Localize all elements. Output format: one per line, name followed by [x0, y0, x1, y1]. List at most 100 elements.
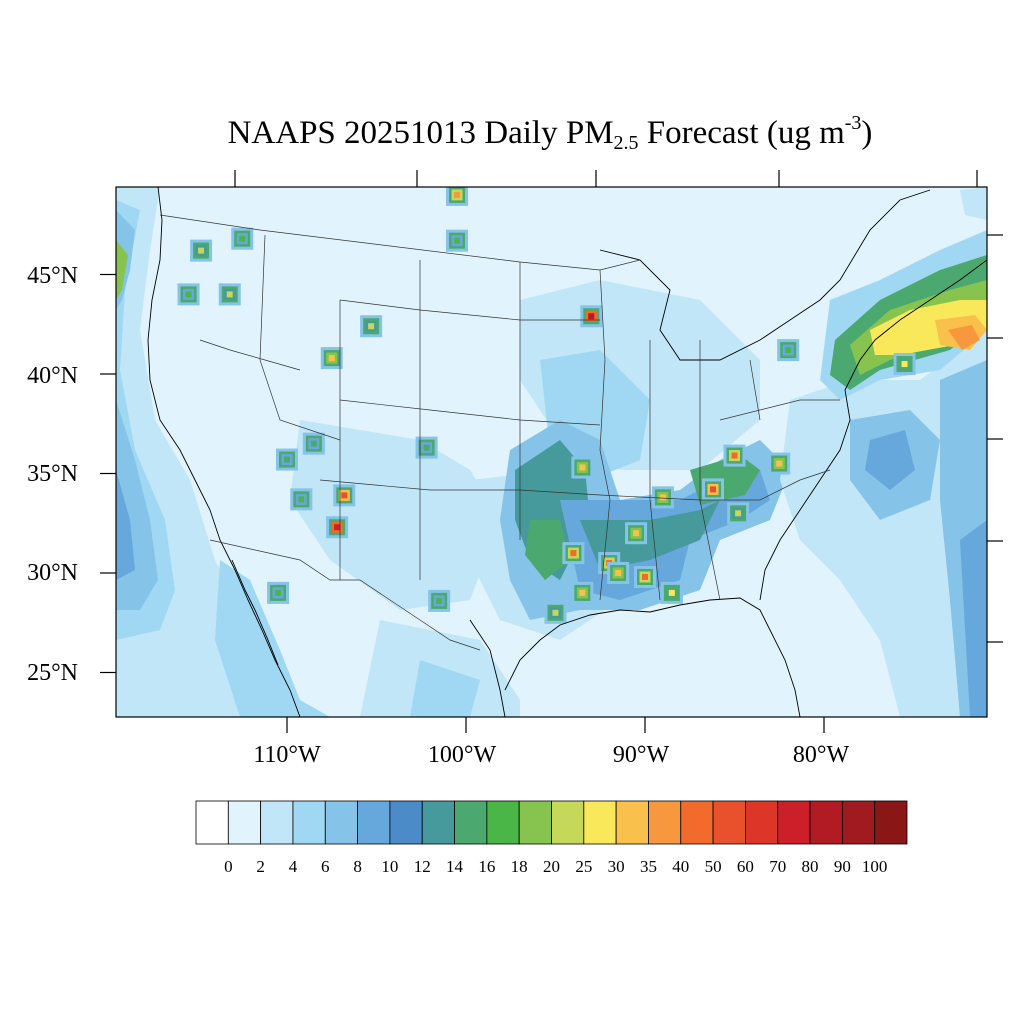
axis-ticks [100, 273, 825, 733]
colorbar-swatch [809, 800, 843, 845]
hotspot [777, 339, 800, 362]
colorbar-swatch [615, 800, 649, 845]
colorbar-label: 12 [414, 857, 431, 876]
hotspot-cell [185, 291, 192, 298]
hotspot [625, 522, 648, 545]
hotspot [723, 444, 746, 467]
hotspot [446, 187, 469, 206]
hotspot-cell [731, 452, 738, 459]
hotspot [360, 315, 383, 338]
colorbar-swatch [195, 800, 229, 845]
tick-marks [234, 170, 1003, 643]
hotspot-layer [177, 187, 916, 624]
hotspot [580, 305, 603, 328]
lon-label: 80°W [793, 742, 850, 768]
colorbar-label: 4 [289, 857, 298, 876]
field-pacific-deep [116, 470, 135, 580]
colorbar-label: 25 [575, 857, 592, 876]
colorbar-swatch [260, 800, 294, 845]
colorbar-swatch [357, 800, 391, 845]
hotspot [190, 239, 213, 262]
lat-label: 35°N [27, 461, 78, 487]
hotspot [571, 456, 594, 479]
hotspot-cell [341, 492, 348, 499]
hotspot-cell [436, 597, 443, 604]
colorbar-swatch [583, 800, 617, 845]
hotspot-cell [334, 524, 341, 531]
colorbar-label: 10 [381, 857, 398, 876]
lon-label: 90°W [613, 742, 670, 768]
hotspot [702, 478, 725, 501]
colorbar-swatch [389, 800, 423, 845]
colorbar-label: 35 [640, 857, 657, 876]
border-or-nv [199, 339, 301, 371]
colorbar-label: 14 [446, 857, 464, 876]
hotspot [267, 581, 290, 604]
colorbar-swatch [454, 800, 488, 845]
hotspot-cell [579, 464, 586, 471]
hotspot [428, 589, 451, 612]
border-36-parallel [319, 479, 760, 501]
colorbar-label: 30 [608, 857, 625, 876]
hotspot [571, 581, 594, 604]
hotspot-cell [642, 573, 648, 580]
border-central [339, 399, 601, 426]
lat-label: 45°N [27, 263, 78, 289]
hotspot-cell [239, 235, 246, 242]
colorbar: 0 2 4 6 8 10 12 14 16 18 20 25 30 35 40 50 60 70 80 90 100 [195, 800, 908, 876]
colorbar-swatch [712, 800, 746, 845]
pacific-coastline [147, 187, 301, 717]
hotspot-cell [454, 237, 461, 244]
hotspot-cell [198, 247, 205, 254]
colorbar-swatch [777, 800, 811, 845]
border-alabama [649, 340, 661, 601]
colorbar-swatch [745, 800, 779, 845]
hotspot [302, 432, 325, 455]
field-atlantic-east-deep [960, 520, 987, 717]
hotspot [276, 448, 298, 471]
lat-label: 25°N [27, 660, 78, 686]
hotspot [218, 283, 241, 306]
field-canada-east [960, 187, 987, 220]
hotspot [660, 581, 683, 604]
hotspot [651, 486, 674, 509]
lat-label: 30°N [27, 560, 78, 586]
colorbar-swatch [486, 800, 520, 845]
colorbar-label: 2 [256, 857, 265, 876]
colorbar-swatch [324, 800, 358, 845]
hotspot-cell [901, 361, 908, 368]
border-ohio [749, 359, 761, 421]
state-borders [159, 214, 840, 651]
colorbar-label: 50 [705, 857, 722, 876]
hotspot-cell [579, 589, 586, 596]
gulf-coast [504, 597, 801, 717]
field-atlantic-low [780, 330, 987, 717]
hotspot-cell [226, 291, 233, 298]
colorbar-label: 60 [737, 857, 754, 876]
hotspot [290, 488, 313, 511]
field-northeast-dark-orange [948, 325, 980, 350]
colorbar-swatch [292, 800, 326, 845]
hotspot-cell [275, 589, 282, 596]
axis-labels: 45°N 40°N 35°N 30°N 25°N 110°W 100°W 90°… [27, 263, 849, 768]
hotspot-cell [668, 589, 675, 596]
border-georgia [699, 340, 721, 601]
hotspot-cell [368, 323, 375, 330]
hotspot [326, 516, 349, 539]
hotspot [177, 283, 200, 306]
hotspot [231, 227, 254, 250]
colorbar-label: 6 [321, 857, 330, 876]
border-virginia [719, 399, 840, 421]
hotspot [320, 347, 343, 370]
mexico-border [209, 539, 481, 651]
colorbar-swatch [518, 800, 552, 845]
hotspot [333, 484, 356, 507]
hotspot [415, 436, 438, 459]
lat-label: 40°N [27, 363, 78, 389]
lon-label: 110°W [253, 742, 321, 768]
hotspot [607, 562, 630, 584]
border-id-ut [259, 234, 341, 441]
colorbar-label: 90 [834, 857, 851, 876]
map-frame [115, 186, 988, 718]
